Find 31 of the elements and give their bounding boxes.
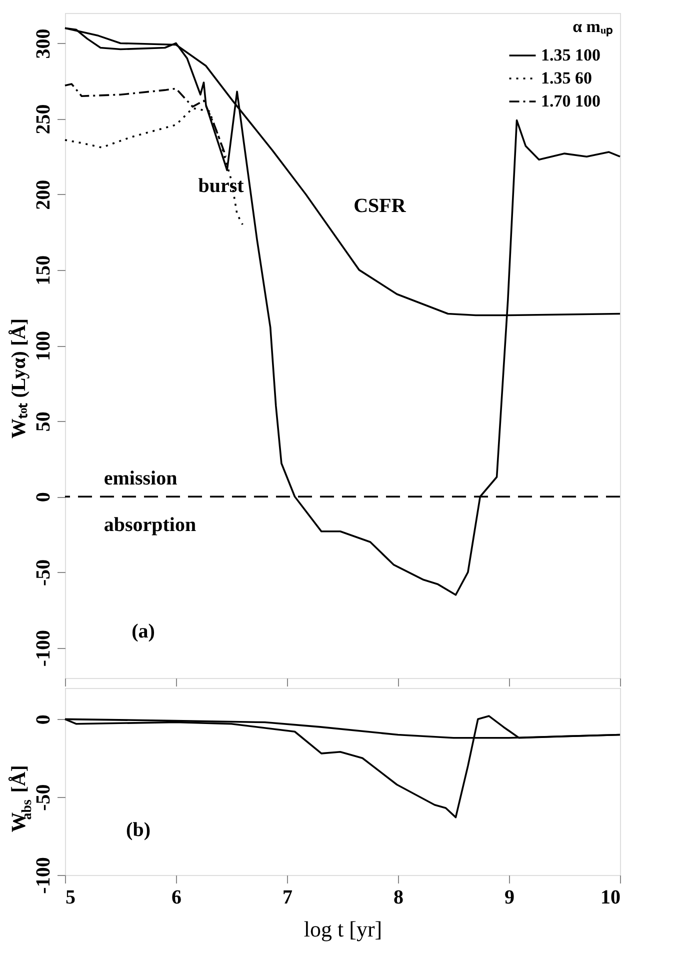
y-axis-title: Wₜₒₜ (Lyα) [Å] bbox=[8, 318, 30, 438]
annotation: (b) bbox=[126, 819, 151, 842]
y-tick-label: 200 bbox=[32, 180, 54, 210]
y-tick-label: 150 bbox=[32, 255, 54, 286]
x-axis-title: log t [yr] bbox=[304, 916, 382, 942]
annotation: CSFR bbox=[354, 194, 406, 217]
y-tick-label: 0 bbox=[32, 492, 54, 502]
x-tick-label: 5 bbox=[66, 886, 76, 908]
annotation: (a) bbox=[132, 620, 155, 642]
y-tick-label: -100 bbox=[32, 857, 54, 894]
y-tick-label: 50 bbox=[32, 412, 54, 432]
y-tick-label: 250 bbox=[32, 104, 54, 134]
y-tick-label: -50 bbox=[32, 784, 54, 811]
annotation: burst bbox=[198, 174, 244, 197]
x-tick-label: 10 bbox=[600, 886, 620, 908]
y-axis-title: Wabs [Å] bbox=[8, 765, 35, 832]
y-tick-label: -50 bbox=[32, 559, 54, 586]
y-tick-label: 100 bbox=[32, 331, 54, 361]
x-tick-label: 6 bbox=[172, 886, 182, 908]
annotation: absorption bbox=[104, 514, 196, 536]
legend-title: α mᵤₚ bbox=[572, 17, 613, 37]
legend-label: 1.35 100 bbox=[541, 46, 600, 64]
y-tick-label: 300 bbox=[32, 28, 54, 59]
x-tick-label: 9 bbox=[504, 886, 514, 908]
x-tick-label: 7 bbox=[282, 886, 292, 908]
x-tick-label: 8 bbox=[394, 886, 404, 908]
y-tick-label: -100 bbox=[32, 630, 54, 667]
annotation: emission bbox=[104, 468, 178, 490]
y-tick-label: 0 bbox=[32, 714, 54, 725]
legend-label: 1.35 60 bbox=[541, 68, 592, 88]
legend-label: 1.70 100 bbox=[541, 92, 600, 110]
